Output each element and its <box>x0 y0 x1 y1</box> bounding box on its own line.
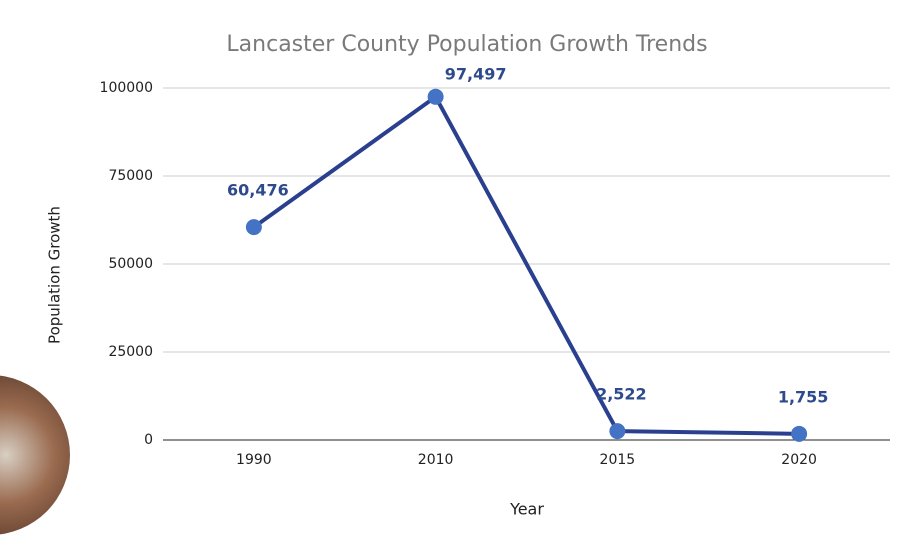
y-tick-label: 75000 <box>108 168 153 184</box>
y-tick-label: 25000 <box>108 344 153 360</box>
data-point <box>427 88 444 105</box>
data-label: 60,476 <box>227 181 289 200</box>
data-line <box>252 93 800 436</box>
data-label: 2,522 <box>596 385 647 404</box>
x-tick-label: 2010 <box>418 452 454 468</box>
x-tick-label: 1990 <box>236 452 272 468</box>
data-label: 97,497 <box>445 64 507 83</box>
data-label: 1,755 <box>778 387 829 406</box>
data-point <box>791 425 808 442</box>
data-point <box>609 423 626 440</box>
y-tick-label: 100000 <box>100 80 153 96</box>
y-axis-label: Population Growth <box>46 206 64 344</box>
decorative-photo <box>0 375 70 535</box>
y-tick-label: 50000 <box>108 256 153 272</box>
chart-title: Lancaster County Population Growth Trend… <box>226 32 707 57</box>
data-point <box>245 219 262 236</box>
y-tick-label: 0 <box>144 432 153 448</box>
x-tick-label: 2020 <box>781 452 817 468</box>
x-axis-label: Year <box>509 500 544 519</box>
x-tick-label: 2015 <box>600 452 636 468</box>
